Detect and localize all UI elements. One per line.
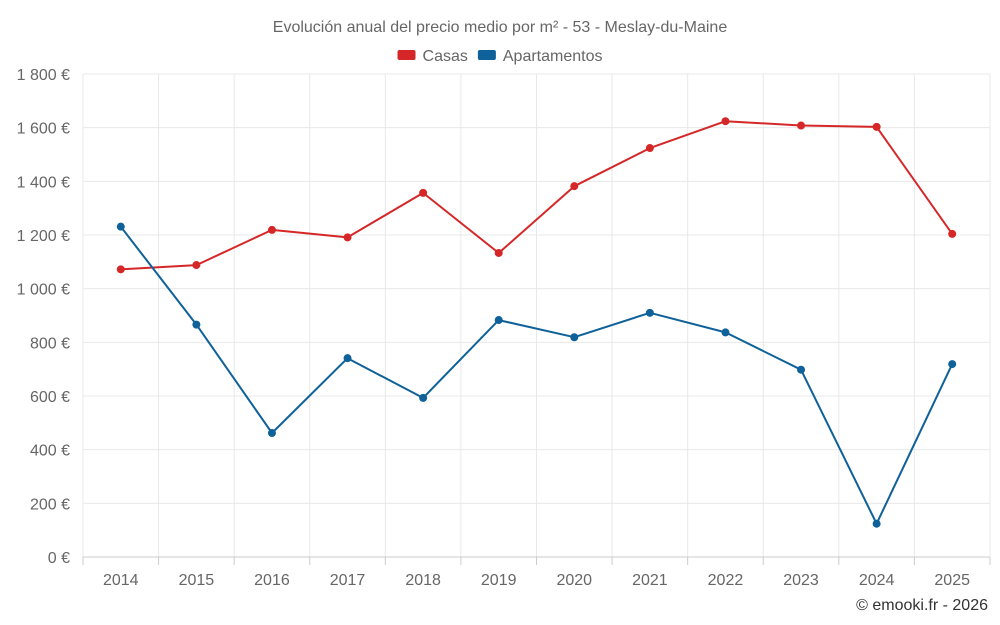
data-point[interactable] bbox=[721, 117, 730, 126]
data-point[interactable] bbox=[343, 354, 352, 363]
data-point[interactable] bbox=[570, 182, 579, 191]
chart-title: Evolución anual del precio medio por m² … bbox=[273, 19, 728, 36]
series-line bbox=[120, 226, 954, 525]
data-point[interactable] bbox=[494, 248, 503, 257]
x-tick-label: 2015 bbox=[179, 572, 215, 589]
series-line bbox=[120, 120, 954, 271]
data-point[interactable] bbox=[419, 393, 428, 402]
y-tick-label: 0 € bbox=[48, 550, 70, 567]
legend-label: Casas bbox=[423, 48, 468, 65]
y-tick-label: 1 600 € bbox=[17, 121, 70, 138]
y-tick-label: 800 € bbox=[30, 335, 70, 352]
data-point[interactable] bbox=[267, 429, 276, 438]
x-tick-label: 2021 bbox=[632, 572, 668, 589]
x-tick-label: 2017 bbox=[330, 572, 366, 589]
x-tick-label: 2018 bbox=[405, 572, 441, 589]
legend-swatch bbox=[477, 50, 496, 60]
legend: Casas Apartamentos bbox=[397, 48, 603, 65]
data-point[interactable] bbox=[192, 320, 201, 329]
data-point[interactable] bbox=[570, 333, 579, 342]
data-point[interactable] bbox=[116, 222, 125, 231]
y-tick-label: 200 € bbox=[30, 496, 70, 513]
data-point[interactable] bbox=[797, 121, 806, 130]
data-point[interactable] bbox=[419, 188, 428, 197]
data-point[interactable] bbox=[645, 308, 654, 317]
x-tick-label: 2016 bbox=[254, 572, 290, 589]
y-tick-label: 400 € bbox=[30, 443, 70, 460]
x-axis: 2014 2015 2016 2017 2018 2019 2020 2021 2022 2023… bbox=[82, 557, 991, 589]
data-point[interactable] bbox=[872, 519, 881, 528]
y-tick-label: 1 200 € bbox=[17, 228, 70, 245]
data-point[interactable] bbox=[645, 144, 654, 153]
y-tick-label: 1 400 € bbox=[17, 174, 70, 191]
x-tick-label: 2014 bbox=[103, 572, 139, 589]
data-point[interactable] bbox=[116, 265, 125, 274]
data-point[interactable] bbox=[797, 365, 806, 374]
x-tick-label: 2020 bbox=[556, 572, 592, 589]
x-tick-label: 2025 bbox=[934, 572, 970, 589]
legend-label: Apartamentos bbox=[503, 48, 603, 65]
data-point[interactable] bbox=[721, 328, 730, 337]
x-tick-label: 2022 bbox=[708, 572, 744, 589]
grid bbox=[82, 73, 991, 558]
credit-text: © emooki.fr - 2026 bbox=[856, 597, 988, 614]
series-casas bbox=[116, 117, 957, 274]
legend-item-casas[interactable]: Casas bbox=[397, 48, 468, 65]
x-tick-label: 2019 bbox=[481, 572, 517, 589]
data-point[interactable] bbox=[872, 122, 881, 131]
series-group bbox=[116, 117, 957, 528]
y-tick-label: 1 000 € bbox=[17, 282, 70, 299]
y-axis: 0 € 200 € 400 € 600 € 800 € 1 000 € 1 200 € 1 4… bbox=[17, 67, 70, 567]
data-point[interactable] bbox=[948, 360, 957, 369]
x-tick-label: 2024 bbox=[859, 572, 895, 589]
y-tick-label: 1 800 € bbox=[17, 67, 70, 84]
data-point[interactable] bbox=[267, 225, 276, 234]
series-apartamentos bbox=[116, 222, 957, 528]
data-point[interactable] bbox=[192, 261, 201, 270]
legend-swatch bbox=[397, 50, 416, 60]
legend-item-apartamentos[interactable]: Apartamentos bbox=[477, 48, 603, 65]
data-point[interactable] bbox=[494, 316, 503, 325]
x-tick-label: 2023 bbox=[783, 572, 819, 589]
y-tick-label: 600 € bbox=[30, 389, 70, 406]
data-point[interactable] bbox=[343, 233, 352, 242]
data-point[interactable] bbox=[948, 229, 957, 238]
